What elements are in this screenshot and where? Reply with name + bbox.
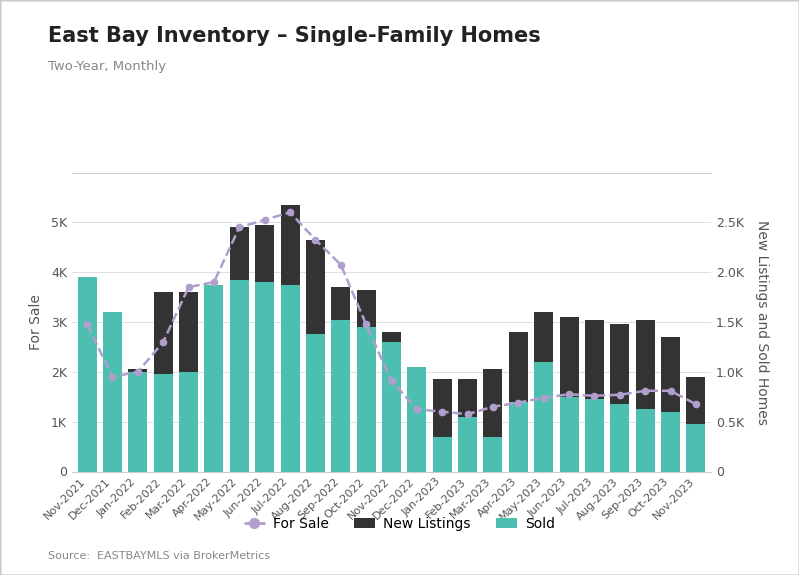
Text: Source:  EASTBAYMLS via BrokerMetrics: Source: EASTBAYMLS via BrokerMetrics xyxy=(48,551,270,561)
For Sale xyxy=(209,279,219,286)
Bar xyxy=(535,312,553,472)
For Sale xyxy=(235,224,244,231)
Y-axis label: New Listings and Sold Homes: New Listings and Sold Homes xyxy=(755,220,769,424)
Bar xyxy=(661,412,680,472)
Bar xyxy=(407,432,427,471)
For Sale xyxy=(336,261,346,268)
For Sale xyxy=(463,411,472,417)
Bar xyxy=(585,399,604,471)
Bar xyxy=(230,279,248,472)
Bar xyxy=(433,380,451,471)
Bar xyxy=(483,369,503,472)
For Sale xyxy=(361,321,371,328)
Bar xyxy=(610,324,630,472)
Line: For Sale: For Sale xyxy=(84,209,699,417)
For Sale xyxy=(437,408,447,415)
Bar xyxy=(78,342,97,472)
Bar xyxy=(559,317,578,472)
For Sale xyxy=(666,388,675,394)
Bar xyxy=(103,384,122,472)
Bar xyxy=(686,377,706,471)
Bar xyxy=(280,205,300,471)
For Sale xyxy=(412,406,422,413)
For Sale xyxy=(285,209,295,216)
Bar xyxy=(661,337,680,472)
For Sale xyxy=(640,388,650,394)
For Sale xyxy=(590,392,599,399)
Bar xyxy=(179,372,198,472)
For Sale xyxy=(615,392,625,398)
Bar xyxy=(636,409,654,472)
Bar xyxy=(280,285,300,472)
For Sale xyxy=(133,369,143,375)
Bar xyxy=(332,320,350,472)
For Sale xyxy=(311,236,320,243)
Bar xyxy=(153,374,173,471)
Bar xyxy=(205,285,224,472)
Bar xyxy=(433,436,451,472)
Y-axis label: For Sale: For Sale xyxy=(29,294,42,350)
For Sale xyxy=(82,321,92,328)
Bar xyxy=(407,367,427,472)
Text: Two-Year, Monthly: Two-Year, Monthly xyxy=(48,60,166,74)
Bar xyxy=(332,287,350,472)
Bar xyxy=(153,292,173,472)
Bar xyxy=(129,372,147,472)
Bar xyxy=(255,282,274,472)
Bar xyxy=(356,290,376,472)
Bar xyxy=(103,312,122,472)
Bar xyxy=(585,320,604,472)
For Sale xyxy=(184,283,193,290)
For Sale xyxy=(108,373,117,380)
Legend: For Sale, New Listings, Sold: For Sale, New Listings, Sold xyxy=(239,511,560,536)
Bar xyxy=(230,227,248,472)
Bar xyxy=(306,240,325,472)
Bar xyxy=(179,292,198,472)
Bar xyxy=(255,225,274,472)
Bar xyxy=(535,362,553,472)
For Sale xyxy=(158,339,168,346)
Bar xyxy=(458,417,477,472)
Text: East Bay Inventory – Single-Family Homes: East Bay Inventory – Single-Family Homes xyxy=(48,26,541,46)
For Sale xyxy=(488,403,498,410)
For Sale xyxy=(260,216,269,223)
Bar xyxy=(686,424,706,471)
Bar xyxy=(78,277,97,472)
Bar xyxy=(636,320,654,472)
For Sale xyxy=(539,394,548,401)
For Sale xyxy=(514,399,523,406)
Bar xyxy=(610,404,630,471)
Bar xyxy=(205,302,224,472)
For Sale xyxy=(691,401,701,408)
Bar xyxy=(509,332,528,472)
For Sale xyxy=(564,391,574,398)
Bar xyxy=(559,397,578,471)
Bar xyxy=(306,335,325,472)
Bar xyxy=(509,402,528,471)
Bar xyxy=(458,380,477,471)
For Sale xyxy=(387,377,396,384)
Bar xyxy=(382,332,401,472)
Bar xyxy=(483,436,503,472)
Bar xyxy=(382,342,401,472)
Bar xyxy=(129,369,147,472)
Bar xyxy=(356,327,376,471)
